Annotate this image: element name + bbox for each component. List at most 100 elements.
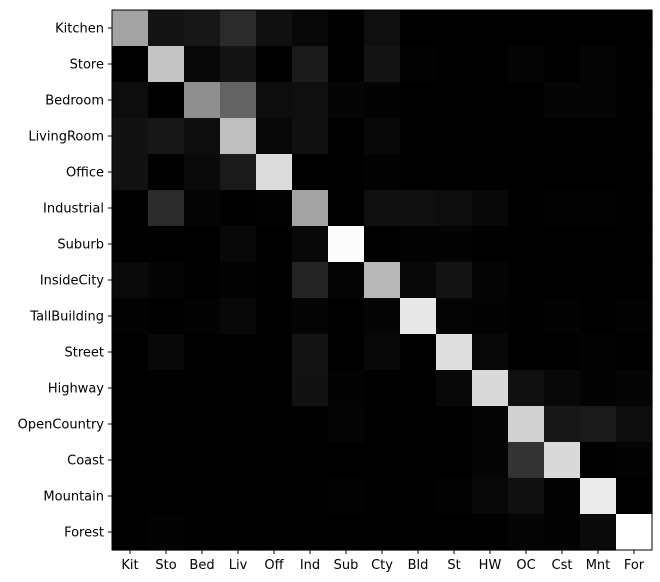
heatmap-cell-13-4 xyxy=(256,478,293,515)
y-tick-label: Suburb xyxy=(57,238,104,253)
heatmap-cell-10-11 xyxy=(508,370,545,407)
heatmap-cell-8-7 xyxy=(364,298,401,335)
heatmap-cell-10-4 xyxy=(256,370,293,407)
heatmap-cell-3-3 xyxy=(220,118,257,155)
heatmap-cell-12-11 xyxy=(508,442,545,479)
heatmap-cell-8-9 xyxy=(436,298,473,335)
heatmap-cell-5-1 xyxy=(148,190,185,227)
heatmap-cell-3-0 xyxy=(112,118,149,155)
heatmap-cell-7-3 xyxy=(220,262,257,299)
heatmap-cell-12-9 xyxy=(436,442,473,479)
heatmap-cell-9-2 xyxy=(184,334,221,371)
x-tick-label: Ind xyxy=(300,558,320,573)
x-tick-label: Off xyxy=(264,558,284,573)
heatmap-cell-7-6 xyxy=(328,262,365,299)
heatmap-cell-7-11 xyxy=(508,262,545,299)
y-tick-label: Bedroom xyxy=(45,94,104,109)
heatmap-cell-10-12 xyxy=(544,370,581,407)
heatmap-cell-13-0 xyxy=(112,478,149,515)
y-tick-label: TallBuilding xyxy=(29,310,104,325)
x-tick-label: Cst xyxy=(552,558,573,573)
heatmap-cell-2-1 xyxy=(148,82,185,119)
heatmap-cell-8-8 xyxy=(400,298,437,335)
heatmap-cell-14-3 xyxy=(220,514,257,551)
heatmap-cell-6-2 xyxy=(184,226,221,263)
x-tick-label: Sto xyxy=(155,558,176,573)
heatmap-cell-3-6 xyxy=(328,118,365,155)
heatmap-cell-1-3 xyxy=(220,46,257,83)
x-tick-label: Cty xyxy=(371,558,393,573)
x-tick-label: Bed xyxy=(189,558,214,573)
heatmap-cell-12-6 xyxy=(328,442,365,479)
heatmap-cell-9-1 xyxy=(148,334,185,371)
heatmap-cell-11-8 xyxy=(400,406,437,443)
x-tick-label: St xyxy=(447,558,460,573)
heatmap-cell-8-0 xyxy=(112,298,149,335)
heatmap-cell-12-10 xyxy=(472,442,509,479)
heatmap-cell-13-7 xyxy=(364,478,401,515)
y-tick-label: Street xyxy=(64,346,104,361)
heatmap-cell-6-10 xyxy=(472,226,509,263)
heatmap-cell-8-3 xyxy=(220,298,257,335)
heatmap-cell-2-13 xyxy=(580,82,617,119)
heatmap-cell-12-8 xyxy=(400,442,437,479)
heatmap-cell-8-12 xyxy=(544,298,581,335)
heatmap-cell-6-7 xyxy=(364,226,401,263)
heatmap-cell-14-13 xyxy=(580,514,617,551)
heatmap-cell-4-1 xyxy=(148,154,185,191)
heatmap-cell-14-0 xyxy=(112,514,149,551)
heatmap-cell-4-8 xyxy=(400,154,437,191)
heatmap-cell-10-9 xyxy=(436,370,473,407)
heatmap-cell-13-13 xyxy=(580,478,617,515)
heatmap-cell-4-10 xyxy=(472,154,509,191)
heatmap-cell-9-13 xyxy=(580,334,617,371)
heatmap-cell-14-11 xyxy=(508,514,545,551)
heatmap-cell-14-1 xyxy=(148,514,185,551)
heatmap-cell-3-5 xyxy=(292,118,329,155)
heatmap-cell-5-12 xyxy=(544,190,581,227)
heatmap-cell-8-13 xyxy=(580,298,617,335)
heatmap-cell-8-4 xyxy=(256,298,293,335)
heatmap-cell-7-1 xyxy=(148,262,185,299)
y-tick-label: Kitchen xyxy=(55,22,104,37)
heatmap-cell-0-7 xyxy=(364,10,401,47)
x-tick-label: Liv xyxy=(229,558,248,573)
heatmap-cell-1-0 xyxy=(112,46,149,83)
heatmap-cell-13-1 xyxy=(148,478,185,515)
heatmap-cell-6-11 xyxy=(508,226,545,263)
heatmap-cell-10-2 xyxy=(184,370,221,407)
heatmap-cell-11-5 xyxy=(292,406,329,443)
heatmap-cell-14-14 xyxy=(616,514,653,551)
heatmap-cell-10-8 xyxy=(400,370,437,407)
heatmap-cell-12-13 xyxy=(580,442,617,479)
heatmap-cell-14-4 xyxy=(256,514,293,551)
heatmap-cell-4-3 xyxy=(220,154,257,191)
heatmap-cell-0-13 xyxy=(580,10,617,47)
heatmap-cell-11-11 xyxy=(508,406,545,443)
heatmap-cell-14-10 xyxy=(472,514,509,551)
heatmap-cell-2-9 xyxy=(436,82,473,119)
heatmap-cell-9-4 xyxy=(256,334,293,371)
heatmap-cell-0-9 xyxy=(436,10,473,47)
heatmap-cell-5-8 xyxy=(400,190,437,227)
heatmap-cell-0-12 xyxy=(544,10,581,47)
heatmap-cell-4-12 xyxy=(544,154,581,191)
heatmap-cell-11-4 xyxy=(256,406,293,443)
heatmap-cell-9-5 xyxy=(292,334,329,371)
heatmap-cell-13-11 xyxy=(508,478,545,515)
heatmap-cell-0-4 xyxy=(256,10,293,47)
heatmap-cell-1-12 xyxy=(544,46,581,83)
heatmap-cell-12-4 xyxy=(256,442,293,479)
heatmap-cell-2-11 xyxy=(508,82,545,119)
heatmap-cell-4-2 xyxy=(184,154,221,191)
heatmap-cell-9-11 xyxy=(508,334,545,371)
heatmap-cell-7-12 xyxy=(544,262,581,299)
heatmap-cell-11-10 xyxy=(472,406,509,443)
heatmap-cell-1-14 xyxy=(616,46,653,83)
heatmap-cell-13-3 xyxy=(220,478,257,515)
heatmap-cell-11-7 xyxy=(364,406,401,443)
heatmap-cell-7-8 xyxy=(400,262,437,299)
heatmap-cell-5-4 xyxy=(256,190,293,227)
heatmap-cell-4-9 xyxy=(436,154,473,191)
heatmap-cell-5-10 xyxy=(472,190,509,227)
